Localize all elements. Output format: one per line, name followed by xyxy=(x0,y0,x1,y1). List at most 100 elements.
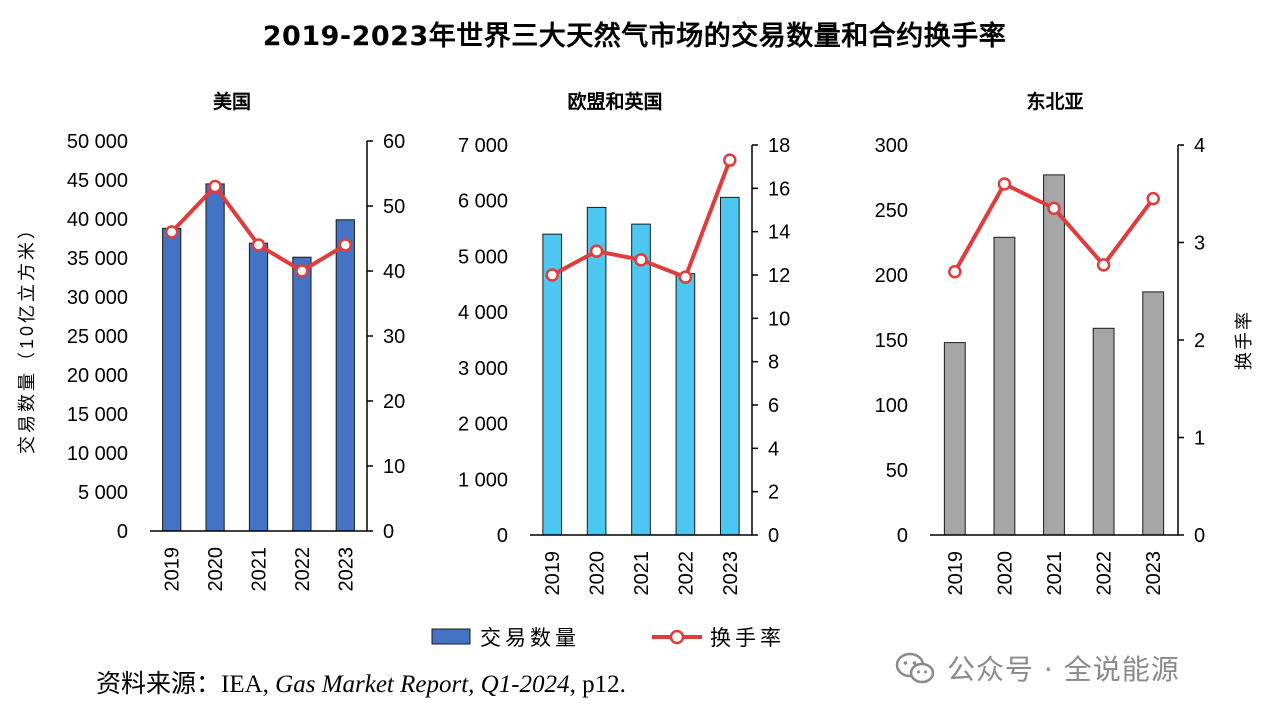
panel-1-turnover-point xyxy=(164,225,179,239)
panel-1-xtick-label: 2019 xyxy=(162,547,184,592)
panel-1-ytick-label: 5 000 xyxy=(78,482,128,504)
panel-1-turnover-point xyxy=(208,179,222,194)
panel-2-xtick-label: 2019 xyxy=(542,551,564,596)
panel-1-bar xyxy=(248,242,269,532)
panel-2-turnover-point xyxy=(589,244,604,258)
panel-1-y2tick-label: 20 xyxy=(383,391,405,413)
panel-1-ytick-label: 40 000 xyxy=(67,209,128,231)
panel-1-ytick-label: 10 000 xyxy=(67,443,128,465)
panel-1-xtick-label: 2022 xyxy=(292,547,314,592)
panel-1-y2tick-label: 10 xyxy=(383,456,405,478)
panel-1-xtick-label: 2020 xyxy=(205,547,227,592)
panel-1-y2tick-label: 60 xyxy=(383,131,405,153)
legend-line-label: 换手率 xyxy=(710,627,785,650)
panel-2-ytick-label: 6 000 xyxy=(458,191,508,213)
panel-3-xtick-label: 2022 xyxy=(1094,551,1116,596)
panel-3-y2tick-label: 3 xyxy=(1194,233,1205,255)
watermark: 公众号 · 全说能源 xyxy=(895,648,1180,688)
panel-2-xtick-label: 2023 xyxy=(720,551,742,596)
panel-1-turnover-point xyxy=(251,238,266,252)
panel-2-turnover-point xyxy=(723,153,737,167)
panel-3-ytick-label: 150 xyxy=(875,330,908,352)
panel-3-turnover-point xyxy=(997,177,1012,191)
panel-1-ytick-label: 30 000 xyxy=(67,287,128,309)
panel-1-y2tick-label: 40 xyxy=(383,261,405,283)
panel-2-bar xyxy=(719,196,740,536)
panel-3-xtick-label: 2020 xyxy=(994,551,1016,596)
panel-2-y2tick-label: 18 xyxy=(768,135,790,157)
panel-1-y2tick-label: 50 xyxy=(383,196,405,218)
panel-3-bar xyxy=(1142,291,1165,536)
panel-1-bar xyxy=(292,256,312,532)
panel-3-bar xyxy=(993,236,1016,536)
panel-2-y2tick-label: 2 xyxy=(768,482,779,504)
panel-3-bar xyxy=(1043,174,1065,536)
panel-2-ytick-label: 7 000 xyxy=(458,135,508,157)
panel-3-ytick-label: 100 xyxy=(875,395,908,417)
panel-3-bar xyxy=(943,342,966,536)
panel-2-turnover-point xyxy=(634,253,648,267)
panel-3-ytick-label: 0 xyxy=(897,525,908,547)
panel-1-ylabel: 交易数量（10亿立方米） xyxy=(17,218,37,454)
panel-1-bar xyxy=(162,227,182,532)
panel-2-turnover-point xyxy=(545,268,559,282)
panel-3-y2tick-label: 0 xyxy=(1194,525,1205,547)
panel-1-ytick-label: 45 000 xyxy=(67,170,128,192)
wechat-icon xyxy=(895,652,935,684)
source-note: 资料来源：IEA, Gas Market Report, Q1-2024, p1… xyxy=(96,664,626,700)
panel-1-ytick-label: 20 000 xyxy=(67,365,128,387)
panel-3-title: 东北亚 xyxy=(1026,90,1083,113)
panel-1-y2tick-label: 30 xyxy=(383,326,405,348)
panel-2-y2tick-label: 6 xyxy=(768,395,779,417)
panel-1-turnover-point xyxy=(295,264,309,278)
panel-2-y2tick-label: 0 xyxy=(768,525,779,547)
panel-3-y2tick-label: 1 xyxy=(1194,428,1205,450)
panel-3-turnover-point xyxy=(1096,258,1111,272)
panel-1-ytick-label: 25 000 xyxy=(67,326,128,348)
panel-2-bar xyxy=(631,223,651,536)
panel-3-ytick-label: 50 xyxy=(886,460,908,482)
panel-3-xtick-label: 2023 xyxy=(1143,551,1165,596)
legend-bar-swatch xyxy=(431,628,471,645)
panel-2-y2tick-label: 10 xyxy=(768,308,790,330)
panel-2-y2tick-label: 14 xyxy=(768,222,790,244)
source-prefix: 资料来源：IEA, xyxy=(96,671,276,698)
panel-3-ytick-label: 200 xyxy=(875,265,908,287)
panel-1-xtick-label: 2021 xyxy=(249,547,271,592)
panel-2-ytick-label: 3 000 xyxy=(458,358,508,380)
panel-3-y2tick-label: 4 xyxy=(1194,135,1205,157)
panel-2-y2tick-label: 16 xyxy=(768,178,790,200)
source-suffix: , p12. xyxy=(569,671,626,698)
panel-2-xtick-label: 2022 xyxy=(675,551,697,596)
panel-3-bar xyxy=(1092,327,1115,536)
panel-1-bar xyxy=(205,183,225,532)
panel-2-xtick-label: 2021 xyxy=(631,551,653,596)
panel-1-xtick-label: 2023 xyxy=(335,547,357,592)
panel-1-turnover-point xyxy=(338,238,353,252)
panel-1-ytick-label: 50 000 xyxy=(67,131,128,153)
panel-1-title: 美国 xyxy=(213,90,251,113)
panel-2-ytick-label: 1 000 xyxy=(458,469,508,491)
panel-3-y2tick-label: 2 xyxy=(1194,330,1205,352)
panel-2-xtick-label: 2020 xyxy=(587,551,609,596)
legend-line-marker xyxy=(669,629,685,645)
panel-1-y2tick-label: 0 xyxy=(383,521,394,543)
panel-2-bar xyxy=(675,273,696,536)
panel-1-ytick-label: 15 000 xyxy=(67,404,128,426)
chart-title: 2019-2023年世界三大天然气市场的交易数量和合约换手率 xyxy=(262,21,1007,52)
panel-3-ytick-label: 250 xyxy=(875,200,908,222)
panel-2-ytick-label: 2 000 xyxy=(458,414,508,436)
panel-1-ytick-label: 0 xyxy=(117,521,128,543)
panel-2-y2tick-label: 12 xyxy=(768,265,790,287)
panel-2-ytick-label: 0 xyxy=(497,525,508,547)
panel-2-ytick-label: 4 000 xyxy=(458,302,508,324)
panel-3-xtick-label: 2019 xyxy=(945,551,967,596)
panel-2-title: 欧盟和英国 xyxy=(567,90,662,113)
legend-bar-label: 交易数量 xyxy=(480,627,580,650)
panel-2-ytick-label: 5 000 xyxy=(458,246,508,268)
watermark-text: 公众号 · 全说能源 xyxy=(947,653,1180,686)
panel-3-turnover-point xyxy=(1047,201,1061,216)
panel-3-y2label: 换手率 xyxy=(1234,310,1254,370)
